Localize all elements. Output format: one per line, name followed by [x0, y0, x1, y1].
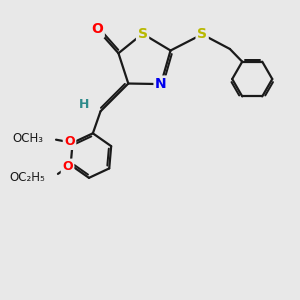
Text: N: N — [155, 77, 167, 91]
Text: H: H — [79, 98, 89, 111]
Text: S: S — [138, 27, 148, 41]
Text: O: O — [64, 136, 75, 148]
Text: S: S — [197, 27, 207, 41]
Text: O: O — [62, 160, 73, 173]
Text: OC₂H₅: OC₂H₅ — [10, 171, 45, 184]
Text: OCH₃: OCH₃ — [12, 132, 43, 146]
Text: O: O — [91, 22, 103, 36]
